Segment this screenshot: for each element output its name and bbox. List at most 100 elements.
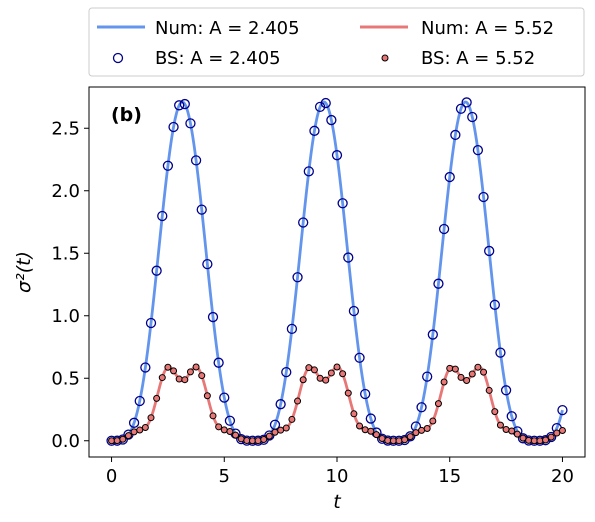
data-point [450, 129, 461, 141]
data-point [224, 415, 236, 426]
data-point [299, 376, 307, 384]
data-point [294, 397, 302, 405]
data-point [530, 437, 538, 445]
data-point [360, 388, 371, 400]
data-point [305, 364, 313, 372]
data-point [440, 378, 448, 386]
data-point [429, 417, 437, 425]
data-point [365, 413, 376, 424]
data-point [179, 98, 190, 110]
data-point [536, 437, 544, 445]
series-markers-bs-a-5-52 [108, 363, 566, 445]
data-point [237, 435, 245, 443]
data-point [491, 408, 499, 416]
data-point [281, 366, 292, 378]
plot-area [88, 86, 586, 458]
data-point [337, 198, 348, 209]
data-point [416, 402, 427, 413]
data-point [134, 395, 145, 407]
y-tick-label: 1.0 [51, 306, 80, 327]
data-point [496, 421, 504, 429]
data-point [513, 430, 521, 438]
data-point [215, 423, 223, 431]
data-point [220, 426, 228, 434]
data-point [502, 426, 510, 434]
data-point [361, 426, 369, 434]
data-point [174, 100, 185, 111]
data-point [286, 323, 298, 335]
data-point [354, 352, 365, 363]
data-point [275, 399, 286, 410]
data-point [451, 365, 459, 373]
data-point [422, 371, 433, 382]
data-point [455, 103, 467, 114]
data-point [232, 431, 240, 439]
panel-label: (b) [111, 104, 142, 126]
data-point [553, 429, 561, 437]
data-point [175, 375, 183, 383]
data-point [418, 426, 426, 434]
legend-marker-bs-2405 [112, 52, 124, 64]
data-point [108, 437, 116, 445]
data-point [423, 425, 431, 433]
data-point [260, 436, 268, 444]
x-tick-label: 20 [551, 466, 574, 487]
data-point [525, 436, 533, 444]
data-point [348, 305, 360, 317]
data-point [192, 363, 200, 371]
data-point [457, 373, 465, 381]
data-point [367, 427, 375, 435]
data-point [113, 437, 121, 445]
data-point [153, 394, 161, 402]
data-point [495, 347, 506, 358]
data-point [438, 223, 450, 235]
data-point [480, 368, 488, 376]
axes-layer: 0 5 10 15 20 0.0 0.5 1.0 1.5 2.0 2.5 [51, 118, 574, 487]
data-point [468, 370, 476, 378]
data-point [333, 363, 341, 371]
data-point [558, 427, 566, 434]
data-point [356, 422, 364, 430]
data-point [350, 410, 358, 418]
data-point [478, 191, 489, 203]
data-point [185, 118, 196, 129]
data-point [343, 252, 354, 263]
data-point [128, 417, 140, 428]
y-tick-label: 1.5 [51, 243, 80, 264]
data-point [288, 415, 296, 423]
data-point [254, 437, 262, 445]
data-point [474, 363, 482, 371]
data-point [519, 434, 527, 442]
data-point [322, 376, 330, 384]
legend-label-bs-552: BS: A = 5.52 [421, 48, 535, 69]
data-point [158, 374, 166, 382]
data-point [226, 428, 234, 436]
data-point [207, 311, 219, 323]
legend-marker-bs-552 [381, 54, 389, 62]
data-point [190, 155, 202, 166]
data-point [310, 366, 318, 374]
data-point [202, 258, 213, 270]
data-point [327, 369, 335, 377]
data-point [119, 435, 127, 443]
data-point [292, 272, 303, 283]
data-point [316, 374, 324, 382]
legend-label-bs-2405: BS: A = 2.405 [155, 48, 281, 69]
data-point [406, 433, 414, 441]
data-point [277, 426, 285, 434]
data-point [309, 125, 320, 136]
data-point [547, 433, 555, 441]
legend-label-num-2405: Num: A = 2.405 [155, 18, 300, 39]
data-point [198, 372, 206, 380]
data-point [265, 432, 273, 440]
data-point [500, 385, 512, 396]
data-point [446, 364, 454, 372]
x-tick-label: 0 [106, 466, 117, 487]
data-point [433, 278, 444, 289]
y-tick-label: 2.0 [51, 181, 80, 202]
data-point [130, 428, 138, 436]
data-point [219, 392, 230, 403]
data-point [196, 204, 207, 215]
data-point [444, 171, 455, 183]
data-point [542, 436, 550, 444]
